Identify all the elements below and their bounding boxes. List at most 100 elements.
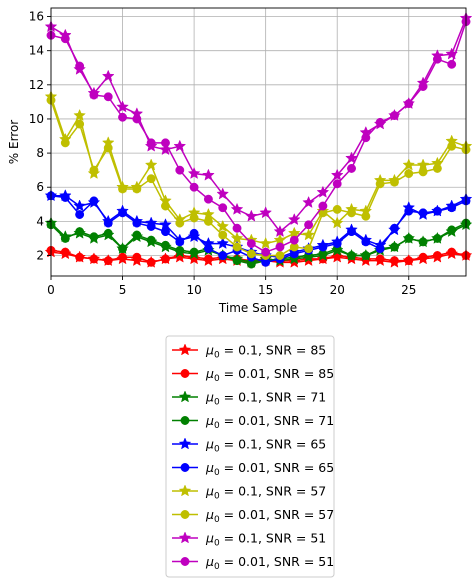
data-point bbox=[302, 195, 315, 208]
data-point bbox=[389, 256, 399, 266]
legend-text: = 0.1, SNR = 51 bbox=[220, 531, 327, 546]
data-point bbox=[347, 164, 356, 173]
data-point bbox=[144, 158, 158, 171]
y-axis-label: % Error bbox=[7, 120, 21, 165]
data-point bbox=[203, 216, 213, 226]
axes: 0 5 10 15 20 25 2 4 6 8 10 12 14 16 bbox=[29, 7, 467, 297]
x-tick-label: 15 bbox=[258, 283, 273, 297]
legend-item: μ0 = 0.1, SNR = 57 bbox=[172, 484, 326, 502]
data-point bbox=[246, 239, 256, 249]
legend-label: μ0 = 0.01, SNR = 57 bbox=[205, 507, 334, 525]
y-tick-label: 6 bbox=[36, 180, 44, 194]
data-point bbox=[218, 251, 228, 260]
data-point bbox=[216, 236, 230, 249]
data-point bbox=[146, 257, 156, 267]
data-point bbox=[375, 244, 385, 254]
legend-item: μ0 = 0.1, SNR = 71 bbox=[172, 390, 326, 408]
data-point bbox=[404, 256, 414, 266]
data-point bbox=[447, 141, 457, 151]
legend-label: μ0 = 0.01, SNR = 71 bbox=[205, 413, 334, 431]
x-tick-label: 20 bbox=[330, 283, 345, 297]
series-line bbox=[50, 222, 467, 265]
data-point bbox=[75, 61, 85, 71]
legend-text: = 0.1, SNR = 57 bbox=[220, 484, 327, 499]
legend-label: μ0 = 0.01, SNR = 65 bbox=[205, 460, 334, 478]
data-point bbox=[361, 251, 371, 260]
data-point bbox=[432, 251, 442, 260]
data-point bbox=[259, 236, 272, 249]
data-point bbox=[189, 213, 199, 223]
data-point bbox=[75, 119, 85, 129]
y-tick-label: 10 bbox=[29, 112, 44, 126]
data-point bbox=[232, 256, 242, 266]
series-1 bbox=[46, 245, 471, 267]
data-point bbox=[432, 54, 442, 64]
legend-subscript: 0 bbox=[214, 445, 220, 455]
data-point bbox=[375, 179, 385, 189]
data-point bbox=[432, 233, 442, 243]
data-point bbox=[402, 158, 416, 171]
data-point bbox=[103, 228, 113, 238]
data-point bbox=[316, 185, 330, 198]
data-point bbox=[189, 182, 199, 192]
data-point bbox=[447, 225, 457, 235]
legend-subscript: 0 bbox=[214, 398, 220, 408]
legend-item: μ0 = 0.1, SNR = 85 bbox=[172, 343, 326, 361]
data-point bbox=[361, 133, 371, 143]
data-point bbox=[447, 59, 457, 69]
data-point bbox=[330, 168, 344, 181]
data-point bbox=[259, 206, 272, 219]
legend-label: μ0 = 0.1, SNR = 51 bbox=[205, 531, 326, 549]
data-point bbox=[73, 108, 86, 121]
legend-marker bbox=[178, 437, 192, 450]
data-point bbox=[389, 177, 399, 187]
y-tick-label: 12 bbox=[29, 78, 44, 92]
data-point bbox=[345, 151, 358, 164]
data-point bbox=[132, 252, 142, 262]
legend-label: μ0 = 0.01, SNR = 85 bbox=[205, 366, 334, 384]
legend-label: μ0 = 0.1, SNR = 71 bbox=[205, 390, 326, 408]
data-point bbox=[273, 224, 287, 237]
legend-text: = 0.01, SNR = 65 bbox=[220, 460, 335, 475]
data-point bbox=[418, 208, 428, 218]
legend-marker bbox=[180, 510, 190, 519]
legend-marker bbox=[180, 557, 190, 566]
data-point bbox=[161, 240, 170, 250]
legend-symbol: μ bbox=[205, 390, 214, 405]
data-point bbox=[389, 223, 399, 233]
data-point bbox=[159, 143, 172, 156]
data-point bbox=[404, 206, 414, 216]
data-point bbox=[146, 174, 156, 184]
x-tick-label: 0 bbox=[47, 283, 55, 297]
data-point bbox=[118, 252, 128, 262]
legend-text: = 0.01, SNR = 57 bbox=[220, 507, 335, 522]
legend-label: μ0 = 0.01, SNR = 51 bbox=[205, 554, 334, 572]
legend-label: μ0 = 0.1, SNR = 65 bbox=[205, 437, 326, 455]
data-point bbox=[302, 228, 315, 241]
data-point bbox=[245, 209, 258, 222]
series-7 bbox=[46, 95, 471, 260]
data-point bbox=[375, 117, 385, 127]
data-point bbox=[216, 187, 230, 200]
data-point bbox=[118, 184, 128, 194]
legend-subscript: 0 bbox=[214, 562, 220, 572]
legend-symbol: μ bbox=[205, 437, 214, 452]
data-point bbox=[189, 228, 199, 238]
data-point bbox=[60, 138, 70, 148]
legend-label: μ0 = 0.1, SNR = 85 bbox=[205, 343, 326, 361]
data-point bbox=[389, 111, 399, 120]
data-point bbox=[75, 252, 85, 262]
data-point bbox=[218, 203, 228, 213]
legend-item: μ0 = 0.1, SNR = 51 bbox=[172, 531, 326, 549]
data-point bbox=[261, 247, 271, 257]
legend-label: μ0 = 0.1, SNR = 57 bbox=[205, 484, 326, 502]
legend-item: μ0 = 0.01, SNR = 65 bbox=[172, 460, 334, 478]
data-point bbox=[203, 244, 213, 254]
data-point bbox=[118, 112, 128, 122]
legend-marker bbox=[178, 390, 192, 403]
data-point bbox=[89, 232, 99, 242]
data-point bbox=[103, 256, 113, 266]
legend-symbol: μ bbox=[205, 343, 214, 358]
legend-symbol: μ bbox=[205, 460, 214, 475]
